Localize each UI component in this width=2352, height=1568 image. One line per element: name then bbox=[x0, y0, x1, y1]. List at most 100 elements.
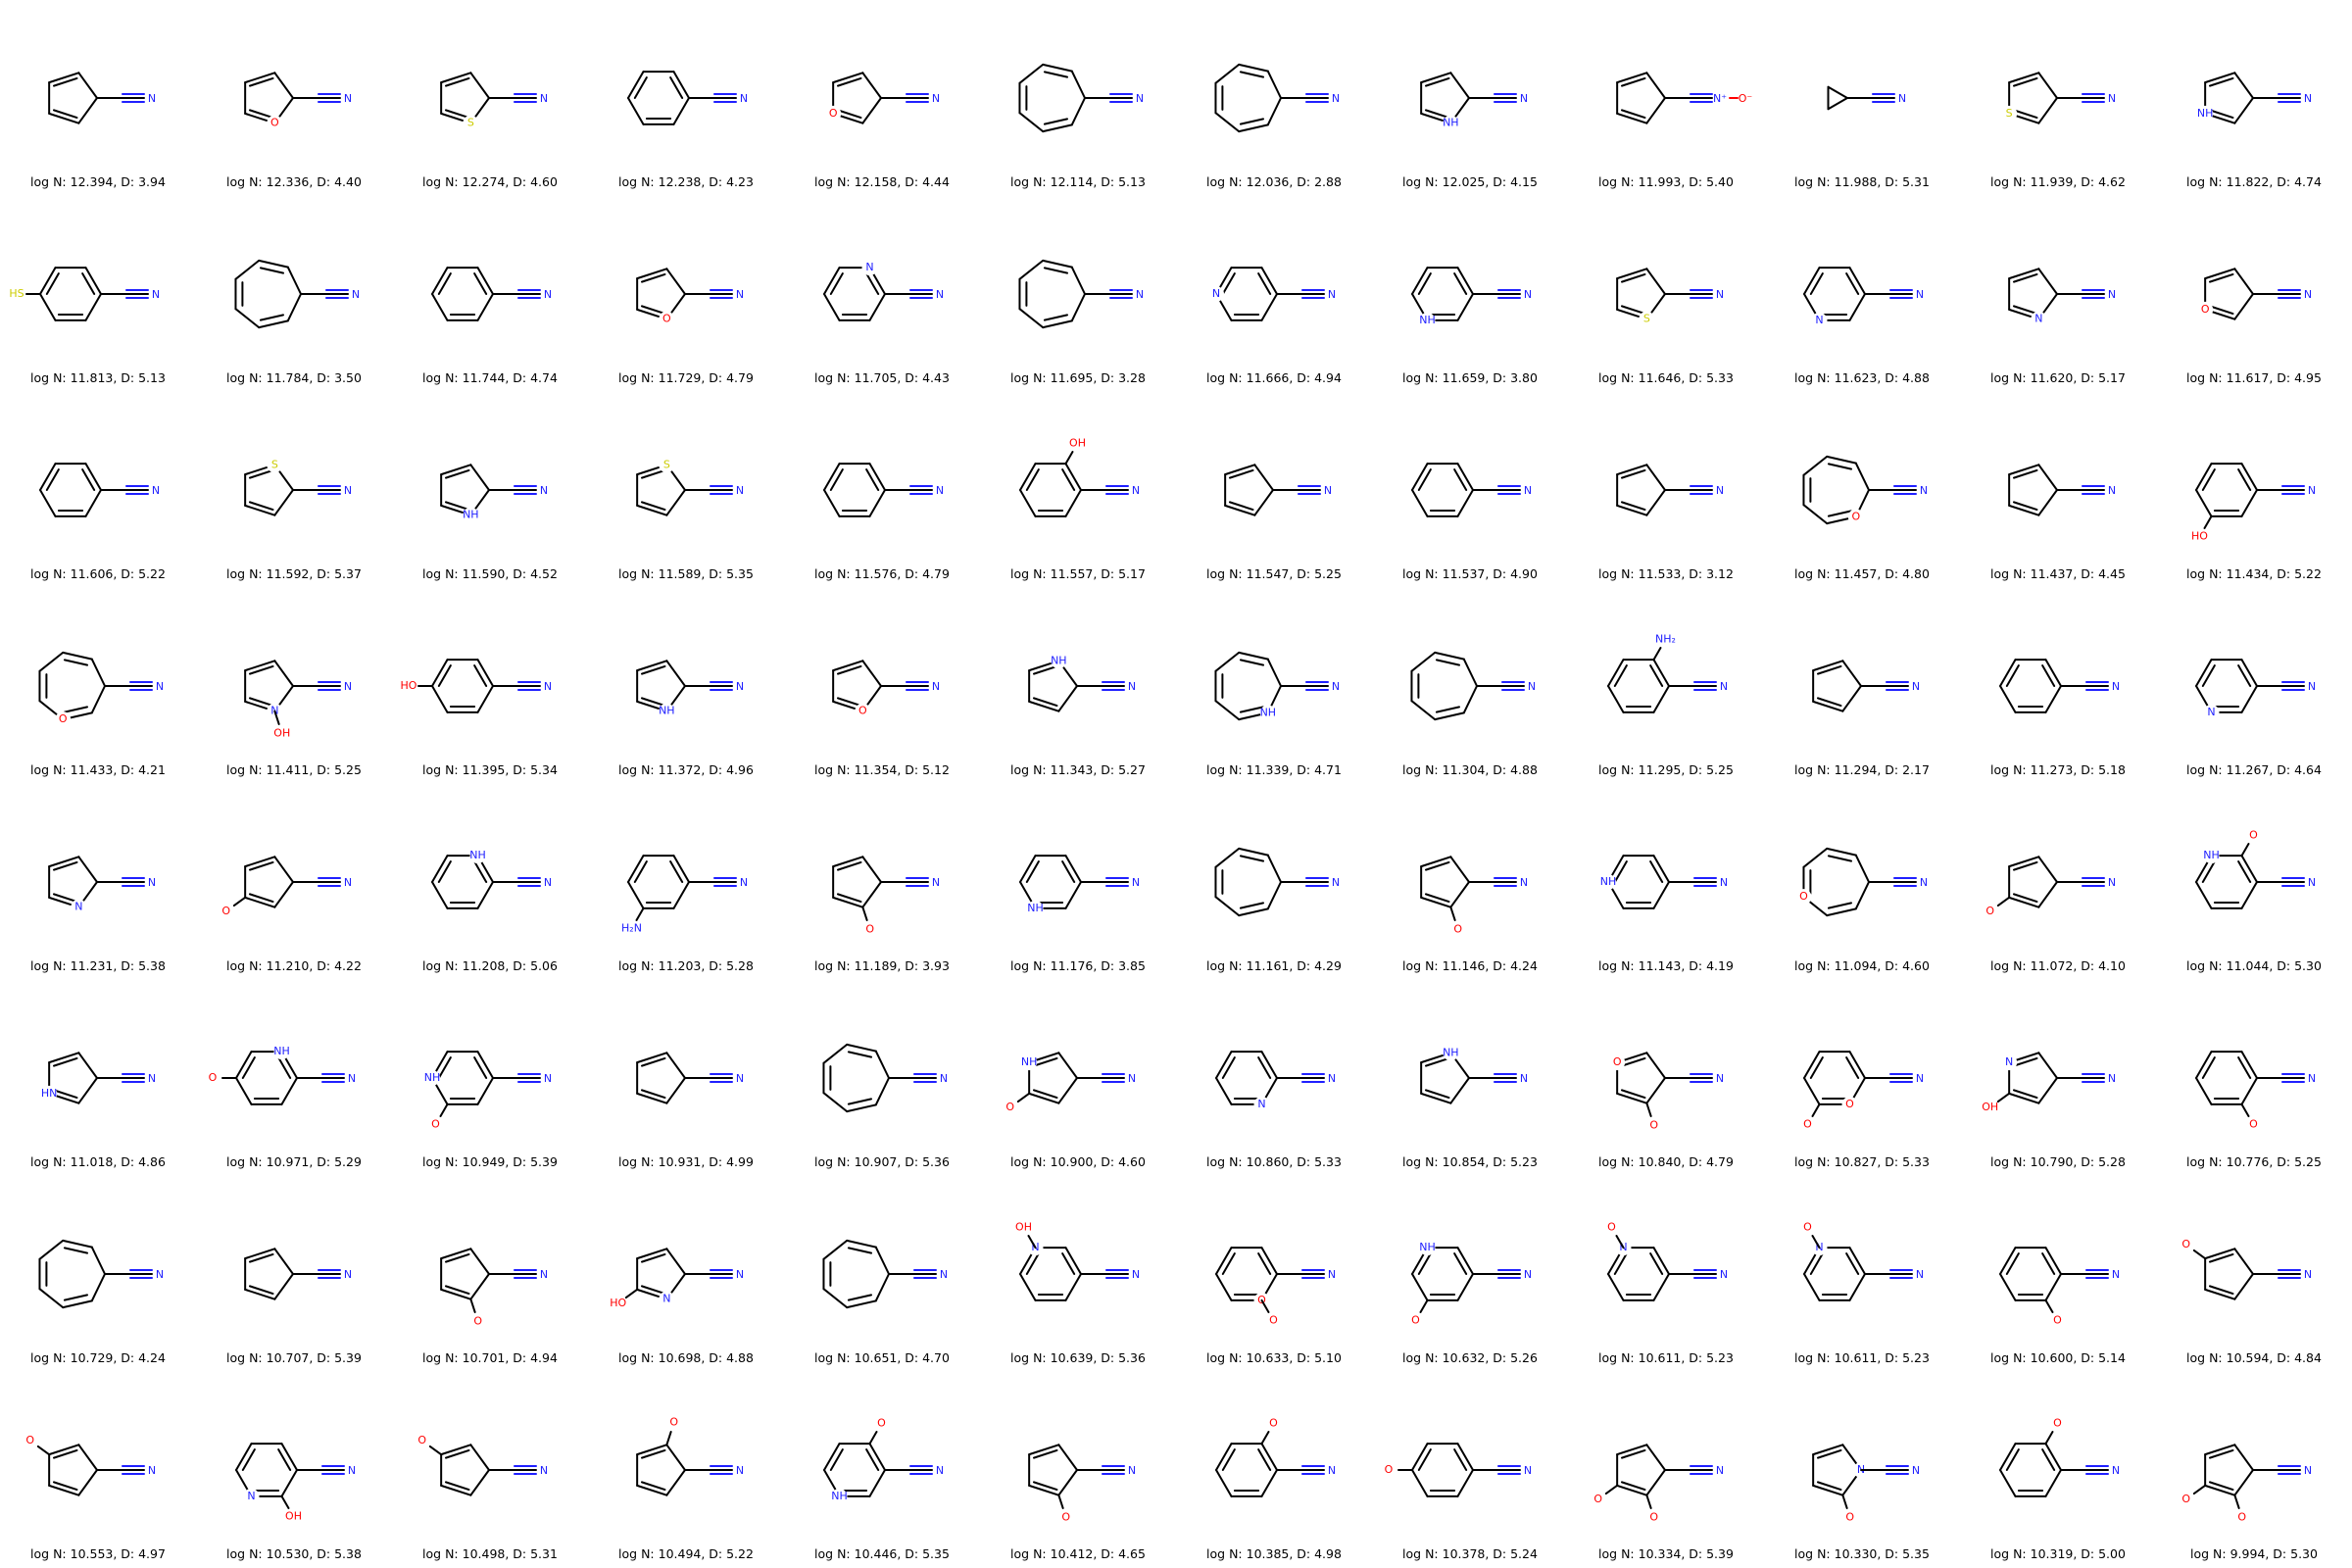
molecule-legend: log N: 11.695, D: 3.28 bbox=[1010, 370, 1146, 385]
ring-bond bbox=[868, 1469, 886, 1497]
ring-bond bbox=[1848, 1273, 1866, 1301]
ring-bond bbox=[2204, 1444, 2236, 1456]
ring-bond bbox=[1057, 1052, 1078, 1079]
ring-bond bbox=[1456, 1469, 1474, 1497]
double-bond bbox=[473, 860, 488, 883]
ring-bond bbox=[1848, 1051, 1866, 1079]
nitrile-nitrogen-label: N bbox=[936, 1464, 944, 1477]
molecule-legend: log N: 10.907, D: 5.36 bbox=[814, 1154, 950, 1169]
molecule-legend: log N: 11.146, D: 4.24 bbox=[1402, 958, 1538, 973]
nitrile-nitrogen-label: N bbox=[156, 680, 164, 693]
ring-bond bbox=[1214, 63, 1241, 84]
ring-bond bbox=[665, 1052, 686, 1079]
double-bond bbox=[2208, 1481, 2234, 1492]
ring-bond bbox=[1215, 1469, 1233, 1497]
double-bond bbox=[1032, 1448, 1058, 1459]
ring-bond bbox=[244, 1288, 276, 1300]
ring-bond bbox=[846, 1043, 877, 1053]
molecule-structure: NN bbox=[48, 856, 156, 915]
double-bond bbox=[1228, 501, 1254, 512]
nitrile-nitrogen-label: N bbox=[2308, 680, 2316, 693]
nitrile-nitrogen-label: N bbox=[1916, 1072, 1924, 1085]
ring-bond bbox=[234, 308, 261, 329]
double-bond bbox=[633, 860, 648, 883]
ring-bond bbox=[1260, 1051, 1278, 1079]
ring-bond bbox=[1070, 97, 1086, 126]
ring-bond bbox=[2233, 97, 2254, 124]
atom-label: O bbox=[1385, 1463, 1394, 1476]
molecule-legend: log N: 11.437, D: 4.45 bbox=[1990, 566, 2126, 581]
ring-bond bbox=[1999, 659, 2017, 687]
double-bond bbox=[248, 697, 274, 708]
ring-bond bbox=[286, 266, 302, 295]
nitrile-nitrogen-label: N bbox=[1720, 876, 1728, 889]
molecule-legend: log N: 11.161, D: 4.29 bbox=[1206, 958, 1342, 973]
ring-bond bbox=[273, 72, 294, 99]
atom-label: O bbox=[2249, 828, 2258, 841]
double-bond bbox=[1417, 468, 1432, 491]
double-bond bbox=[248, 501, 274, 512]
ring-bond bbox=[2044, 1273, 2062, 1301]
atom-backdrop bbox=[2203, 704, 2220, 720]
ring-bond bbox=[2037, 489, 2058, 516]
molecule-legend: log N: 11.176, D: 3.85 bbox=[1010, 958, 1146, 973]
ring-bond bbox=[636, 1092, 668, 1104]
ring-bond bbox=[48, 1444, 80, 1456]
ring-bond bbox=[1042, 319, 1073, 329]
molecule-structure: NH O N bbox=[1005, 1052, 1136, 1113]
double-bond bbox=[1435, 659, 1461, 666]
atom-backdrop bbox=[2197, 301, 2214, 318]
substituent-bond bbox=[1260, 1298, 1270, 1313]
ring-bond bbox=[469, 1248, 490, 1275]
molecule-cell: O N log N: 11.146, D: 4.24 bbox=[1372, 784, 1568, 980]
atom-backdrop bbox=[267, 457, 283, 473]
molecule-structure: ON bbox=[1420, 856, 1528, 936]
ring-bond bbox=[1645, 1077, 1666, 1104]
ring-bond bbox=[1042, 123, 1073, 133]
double-bond bbox=[836, 893, 862, 904]
double-bond bbox=[1061, 468, 1076, 491]
molecule-structure: N bbox=[1018, 259, 1144, 329]
ring-bond bbox=[1841, 685, 1862, 712]
molecule-structure: N bbox=[244, 1248, 352, 1300]
ring-bond bbox=[62, 1239, 93, 1249]
ring-bond bbox=[84, 293, 102, 321]
molecule-structure: ON bbox=[244, 72, 352, 131]
molecule-cell: NONlog N: 10.611, D: 5.23 bbox=[1764, 1176, 1960, 1372]
atom-backdrop bbox=[71, 899, 87, 915]
nitrile-nitrogen-label: N bbox=[1912, 1464, 1920, 1477]
double-bond bbox=[444, 1252, 470, 1263]
ring-bond bbox=[1064, 463, 1082, 491]
double-bond bbox=[248, 468, 274, 479]
molecule-structure: N bbox=[822, 1239, 948, 1309]
ring-bond bbox=[1802, 455, 1829, 476]
double-bond bbox=[669, 860, 684, 883]
ring-bond bbox=[273, 660, 294, 687]
molecule-structure: N bbox=[1214, 847, 1340, 917]
atom-label: NH bbox=[1600, 875, 1617, 888]
double-bond bbox=[1239, 118, 1265, 125]
molecule-legend: log N: 11.744, D: 4.74 bbox=[422, 370, 558, 385]
nitrile-nitrogen-label: N bbox=[1128, 680, 1136, 693]
double-bond bbox=[2012, 501, 2038, 512]
atom-label: N bbox=[1212, 287, 1220, 300]
nitrile-nitrogen-label: N bbox=[740, 92, 748, 105]
ring-bond bbox=[627, 71, 645, 99]
molecule-structure: N bbox=[1616, 464, 1724, 516]
ring-bond bbox=[861, 660, 882, 687]
molecule-structure: ON bbox=[1985, 856, 2116, 917]
molecule-structure: OON bbox=[1215, 1247, 1336, 1327]
nitrile-nitrogen-label: N bbox=[736, 484, 744, 497]
atom-label: O bbox=[2181, 1493, 2190, 1505]
nitrile-nitrogen-label: N bbox=[1136, 92, 1144, 105]
molecule-legend: log N: 11.557, D: 5.17 bbox=[1010, 566, 1146, 581]
